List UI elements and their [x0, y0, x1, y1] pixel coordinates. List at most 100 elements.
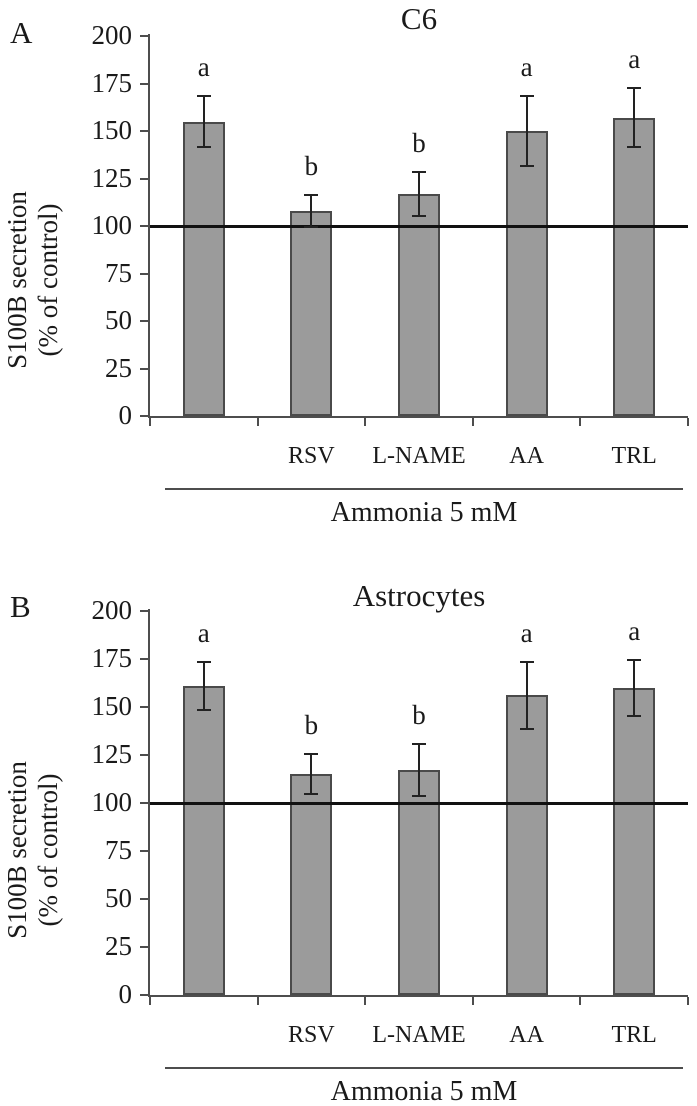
y-tick-label: 200: [91, 595, 133, 625]
sig-letter: b: [412, 700, 426, 731]
bar: [613, 687, 656, 995]
y-axis-line: [148, 609, 150, 997]
y-tick-label: 0: [118, 400, 133, 430]
panel-b-letter: B: [10, 589, 31, 624]
y-tick-label: 125: [91, 162, 133, 193]
error-bar-cap-top: [412, 170, 426, 173]
y-tick: [140, 802, 148, 804]
error-bar-stem: [525, 660, 528, 731]
x-tick: [256, 997, 259, 1005]
sig-letter: a: [628, 44, 641, 75]
y-tick: [140, 754, 148, 756]
y-tick: [140, 850, 148, 852]
y-tick: [140, 706, 148, 708]
reference-line: [150, 802, 688, 805]
panel-b-title: Astrocytes: [352, 578, 486, 613]
sig-letter: b: [304, 710, 319, 741]
y-tick: [140, 177, 148, 180]
bar: [505, 695, 548, 995]
error-bar-cap-top: [196, 660, 211, 663]
y-tick-label: 25: [105, 352, 132, 383]
sig-letter: a: [520, 51, 533, 82]
error-bar-cap-bottom: [519, 728, 534, 731]
x-tick: [149, 418, 151, 426]
panel-a-title: C6: [400, 1, 438, 36]
y-tick-label: 100: [91, 787, 133, 817]
sig-letter: a: [628, 616, 641, 646]
y-axis-line: [148, 34, 150, 418]
y-tick: [140, 272, 148, 275]
y-tick: [140, 367, 148, 370]
sig-letter: a: [197, 51, 210, 82]
category-label: RSV: [288, 1022, 335, 1048]
x-tick: [149, 997, 151, 1005]
error-bar-cap-top: [627, 659, 642, 661]
bar: [613, 117, 656, 416]
x-tick: [256, 418, 259, 426]
y-tick-label: 175: [91, 643, 133, 673]
y-tick-label: 75: [105, 257, 132, 288]
error-bar-cap-top: [519, 660, 534, 663]
y-tick-label: 50: [105, 883, 132, 913]
x-tick: [687, 418, 689, 426]
error-bar-cap-bottom: [304, 793, 319, 796]
sig-letter: b: [412, 127, 426, 158]
category-label: L-NAME: [372, 1022, 466, 1048]
error-bar-cap-bottom: [412, 214, 426, 217]
x-axis-line: [148, 995, 688, 997]
panel-b-group-underline: [165, 1067, 683, 1069]
category-label: TRL: [611, 443, 657, 469]
y-tick: [140, 82, 148, 85]
error-bar-cap-bottom: [412, 795, 426, 798]
sig-letter: a: [520, 617, 533, 648]
panel-b-group-label: Ammonia 5 mM: [330, 1076, 518, 1106]
x-tick: [364, 418, 367, 426]
error-bar-cap-top: [519, 94, 534, 97]
error-bar-stem: [418, 170, 420, 217]
category-label: AA: [509, 443, 544, 469]
panel-a-group-label: Ammonia 5 mM: [330, 497, 518, 528]
bar: [398, 193, 440, 416]
category-label: RSV: [288, 443, 335, 469]
y-tick: [140, 415, 148, 417]
panel-a-letter: A: [10, 15, 33, 50]
x-tick: [579, 997, 582, 1005]
category-label: AA: [509, 1022, 544, 1048]
y-tick-label: 50: [105, 305, 132, 335]
error-bar-cap-top: [304, 193, 319, 196]
sig-letter: a: [197, 617, 210, 648]
reference-line: [150, 225, 688, 228]
sig-letter: b: [304, 150, 319, 181]
y-tick-label: 150: [91, 115, 133, 145]
x-tick: [471, 997, 474, 1005]
x-axis-line: [148, 416, 688, 418]
y-tick: [140, 35, 148, 37]
y-tick: [140, 610, 148, 612]
y-tick: [140, 320, 148, 322]
error-bar-stem: [525, 94, 528, 168]
y-tick: [140, 994, 148, 996]
bar: [290, 210, 333, 416]
error-bar-stem: [418, 743, 420, 798]
y-tick: [140, 946, 148, 948]
x-tick: [364, 997, 367, 1005]
y-tick: [140, 130, 148, 132]
y-tick-label: 0: [118, 979, 133, 1009]
bar: [505, 131, 548, 416]
error-bar-cap-top: [304, 753, 319, 756]
y-tick-label: 100: [91, 210, 133, 240]
bar: [290, 774, 333, 995]
error-bar-stem: [202, 660, 205, 711]
panel-a-group-underline: [165, 488, 683, 490]
error-bar-cap-top: [412, 743, 426, 746]
error-bar-cap-bottom: [196, 146, 211, 149]
error-bar-cap-top: [627, 87, 642, 90]
x-tick: [579, 418, 582, 426]
error-bar-cap-bottom: [627, 714, 642, 717]
y-tick: [140, 658, 148, 660]
